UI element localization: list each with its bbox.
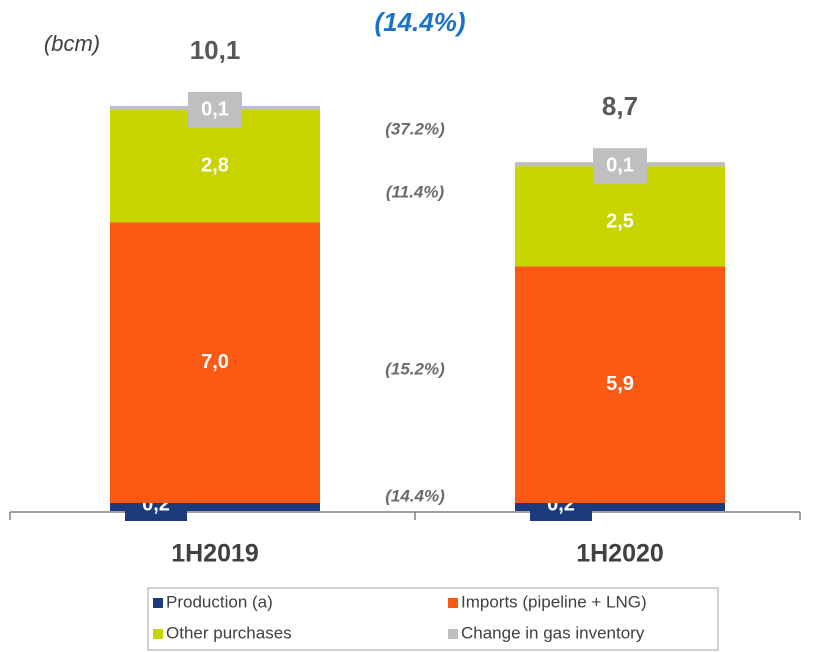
change-label: (11.4%) (386, 182, 445, 201)
legend-label: Production (a) (166, 592, 273, 611)
legend-label: Imports (pipeline + LNG) (461, 592, 647, 611)
value-label: 0,1 (606, 154, 634, 176)
x-tick-label: 1H2019 (171, 540, 259, 568)
change-label: (14.4%) (385, 486, 445, 505)
bar-segment (515, 266, 725, 503)
legend-box (147, 587, 719, 651)
unit-label: (bcm) (44, 31, 100, 56)
value-label: 2,8 (201, 154, 229, 176)
label-box (188, 92, 242, 128)
label-box (593, 148, 647, 185)
bar-segment (110, 502, 320, 511)
legend-swatch (153, 629, 163, 639)
value-label: 0,1 (201, 98, 229, 120)
legend-label: Change in gas inventory (461, 623, 645, 642)
legend-swatch (448, 629, 458, 639)
total-label: 10,1 (190, 35, 241, 65)
annotation: (14.4%) (374, 7, 465, 37)
legend-swatch (153, 598, 163, 608)
value-label: 5,9 (606, 373, 634, 395)
bar-segment (110, 110, 320, 223)
total-label: 8,7 (602, 91, 638, 121)
bar-segment (110, 222, 320, 503)
bar-segment (515, 502, 725, 511)
value-label: 7,0 (201, 351, 229, 373)
change-label: (15.2%) (385, 359, 445, 378)
legend-swatch (448, 598, 458, 608)
value-label: 2,5 (606, 210, 634, 232)
legend-label: Other purchases (166, 623, 292, 642)
x-tick-label: 1H2020 (576, 540, 664, 568)
change-label: (37.2%) (385, 119, 445, 138)
